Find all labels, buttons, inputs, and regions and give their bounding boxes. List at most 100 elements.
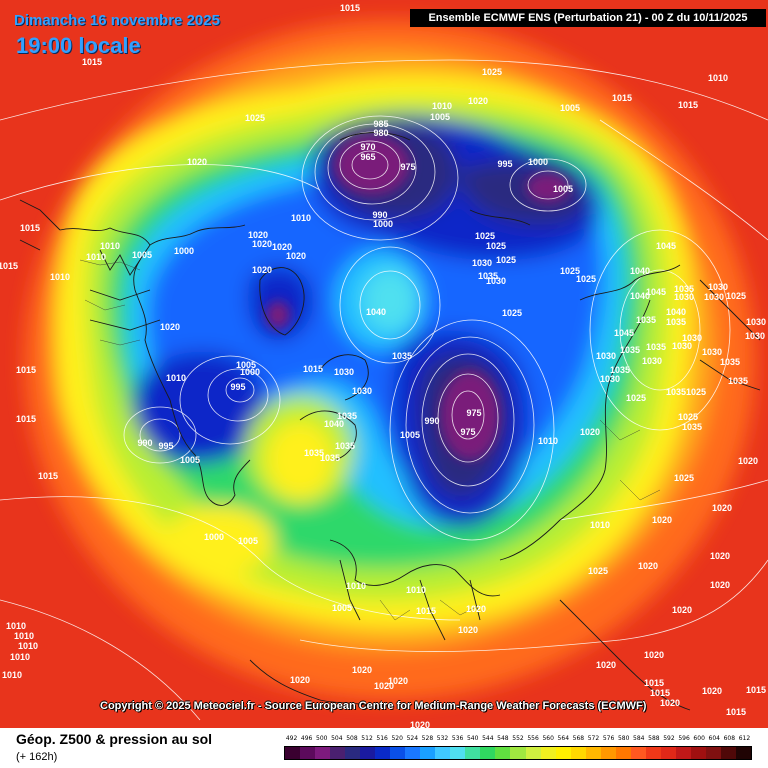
color-scale-swatch	[435, 747, 451, 759]
pressure-label: 1020	[710, 551, 730, 561]
color-scale-swatch	[555, 747, 571, 759]
pressure-label: 990	[137, 438, 152, 448]
pressure-label: 1030	[682, 333, 702, 343]
pressure-label: 1010	[6, 621, 26, 631]
pressure-label: 1035	[392, 351, 412, 361]
coastlines	[19, 132, 761, 711]
pressure-label: 1015	[678, 100, 698, 110]
pressure-label: 1010	[291, 213, 311, 223]
pressure-label: 1035	[320, 453, 340, 463]
color-scale-label: 528	[421, 735, 434, 742]
pressure-label: 1020	[580, 427, 600, 437]
color-scale-swatch	[300, 747, 316, 759]
color-scale	[284, 746, 752, 760]
pressure-label: 1025	[502, 308, 522, 318]
pressure-label: 975	[466, 408, 481, 418]
pressure-label: 1035	[335, 441, 355, 451]
pressure-label: 1015	[650, 688, 670, 698]
forecast-local-time: 19:00 locale	[16, 33, 141, 58]
pressure-label: 1020	[458, 625, 478, 635]
color-scale-label: 576	[602, 735, 615, 742]
pressure-label: 1020	[644, 650, 664, 660]
pressure-label: 1025	[482, 67, 502, 77]
pressure-label: 970	[360, 142, 375, 152]
pressure-label: 1005	[553, 184, 573, 194]
color-scale-label: 564	[557, 735, 570, 742]
color-scale-label: 592	[663, 735, 675, 742]
pressure-label: 1015	[612, 93, 632, 103]
color-scale-swatch	[465, 747, 481, 759]
pressure-label: 1030	[745, 331, 765, 341]
color-scale-swatch	[285, 747, 301, 759]
pressure-label: 1015	[303, 364, 323, 374]
pressure-label: 975	[460, 427, 475, 437]
pressure-label: 1030	[702, 347, 722, 357]
color-scale-swatch	[480, 747, 496, 759]
pressure-label: 1000	[204, 532, 224, 542]
pressure-label: 965	[360, 152, 375, 162]
pressure-label: 1025	[486, 241, 506, 251]
pressure-label: 1010	[166, 373, 186, 383]
pressure-label: 1035	[682, 422, 702, 432]
color-scale-label: 544	[482, 735, 494, 742]
pressure-label: 1020	[738, 456, 758, 466]
color-scale-swatch	[570, 747, 586, 759]
pressure-label: 1035	[620, 345, 640, 355]
color-scale-label: 596	[678, 735, 690, 742]
pressure-label: 1030	[746, 317, 766, 327]
pressure-label: 1010	[18, 641, 38, 651]
pressure-label: 1035	[666, 387, 686, 397]
pressure-label: 1025	[245, 113, 265, 123]
pressure-label: 1005	[332, 603, 352, 613]
pressure-label: 1030	[674, 292, 694, 302]
pressure-label: 1020	[187, 157, 207, 167]
pressure-label: 1040	[630, 291, 650, 301]
color-scale-swatch	[510, 747, 526, 759]
color-scale-swatch	[585, 747, 601, 759]
color-scale-label: 552	[512, 735, 524, 742]
pressure-label: 1015	[38, 471, 58, 481]
pressure-label: 1005	[236, 360, 256, 370]
pressure-label: 1020	[160, 322, 180, 332]
pressure-label: 1020	[652, 515, 672, 525]
pressure-label: 1035	[666, 317, 686, 327]
pressure-label: 1045	[614, 328, 634, 338]
pressure-label: 1035	[636, 315, 656, 325]
pressure-label: 1000	[174, 246, 194, 256]
color-scale-label: 580	[617, 735, 630, 742]
pressure-label: 1005	[560, 103, 580, 113]
color-scale-label: 540	[466, 735, 479, 742]
pressure-label: 1035	[337, 411, 357, 421]
pressure-label: 1025	[576, 274, 596, 284]
color-scale-swatch	[660, 747, 676, 759]
pressure-label: 1020	[290, 675, 310, 685]
low-pressure-cores	[266, 135, 570, 460]
pressure-label: 1045	[646, 287, 666, 297]
pressure-label: 1000	[240, 367, 260, 377]
weather-map: 1015 1015 1025 1010 1020 1010 1005 1015 1015 1025…	[0, 3, 768, 728]
color-scale-label: 524	[406, 735, 419, 742]
color-scale-label: 508	[346, 735, 358, 742]
color-scale-labels: 492 496 500 504 508 512 516 520 524 528 532 536 540 5…	[284, 735, 752, 745]
pressure-label: 990	[424, 416, 439, 426]
pressure-label: 1025	[560, 266, 580, 276]
color-scale-swatch	[315, 747, 331, 759]
pressure-label: 1035	[674, 284, 694, 294]
pressure-label: 1020	[466, 604, 486, 614]
color-scale-label: 500	[316, 735, 328, 742]
pressure-label: 1030	[486, 276, 506, 286]
pressure-label: 1020	[468, 96, 488, 106]
pressure-label: 1010	[538, 436, 558, 446]
pressure-label: 1025	[674, 473, 694, 483]
color-scale-label: 588	[648, 735, 660, 742]
pressure-label: 1025	[686, 387, 706, 397]
pressure-label: 1030	[642, 356, 662, 366]
pressure-label: 1040	[666, 307, 686, 317]
color-scale-swatch	[615, 747, 631, 759]
pressure-label: 990	[372, 210, 387, 220]
color-scale-label: 532	[436, 735, 449, 742]
pressure-label: 1020	[410, 720, 430, 728]
pressure-label: 1025	[475, 231, 495, 241]
pressure-label: 1015	[746, 685, 766, 695]
pressure-label: 1010	[100, 241, 120, 251]
